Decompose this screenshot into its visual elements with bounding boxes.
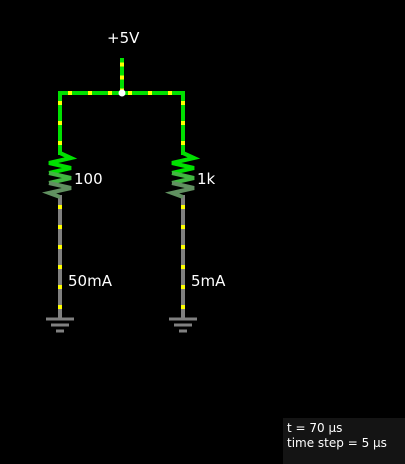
- resistor-right-value-label: 1k: [197, 170, 216, 188]
- current-dot: [58, 101, 62, 105]
- current-dot: [58, 285, 62, 289]
- current-dot: [181, 305, 185, 309]
- current-dot: [181, 205, 185, 209]
- simulation-info-panel: t = 70 µs time step = 5 µs: [283, 418, 405, 464]
- resistor-right[interactable]: [164, 151, 201, 199]
- current-dot: [181, 141, 185, 145]
- current-dot: [181, 245, 185, 249]
- current-dot: [68, 91, 72, 95]
- time-readout: t = 70 µs: [287, 421, 343, 435]
- current-dot: [120, 62, 124, 67]
- ground-symbol-left: [46, 317, 74, 333]
- current-dot: [58, 121, 62, 125]
- current-dot: [128, 91, 132, 95]
- current-dot: [120, 75, 124, 80]
- current-dot: [58, 141, 62, 145]
- current-dot: [181, 121, 185, 125]
- ground-symbol-right: [169, 317, 197, 333]
- right-current-label: 5mA: [191, 272, 226, 290]
- resistor-left-value-label: 100: [74, 170, 103, 188]
- resistor-left[interactable]: [41, 151, 78, 199]
- junction-node[interactable]: [118, 89, 126, 97]
- current-dot: [58, 205, 62, 209]
- current-dot: [88, 91, 92, 95]
- supply-voltage-label: +5V: [107, 29, 140, 47]
- current-dot: [58, 225, 62, 229]
- left-current-label: 50mA: [68, 272, 113, 290]
- current-dot: [181, 285, 185, 289]
- current-dot: [58, 265, 62, 269]
- current-dot: [181, 225, 185, 229]
- time-step-readout: time step = 5 µs: [287, 436, 387, 450]
- current-dot: [58, 305, 62, 309]
- current-dot: [168, 91, 172, 95]
- current-dot: [58, 245, 62, 249]
- current-dot: [108, 91, 112, 95]
- current-dot: [181, 101, 185, 105]
- current-dot: [181, 265, 185, 269]
- current-dot: [148, 91, 152, 95]
